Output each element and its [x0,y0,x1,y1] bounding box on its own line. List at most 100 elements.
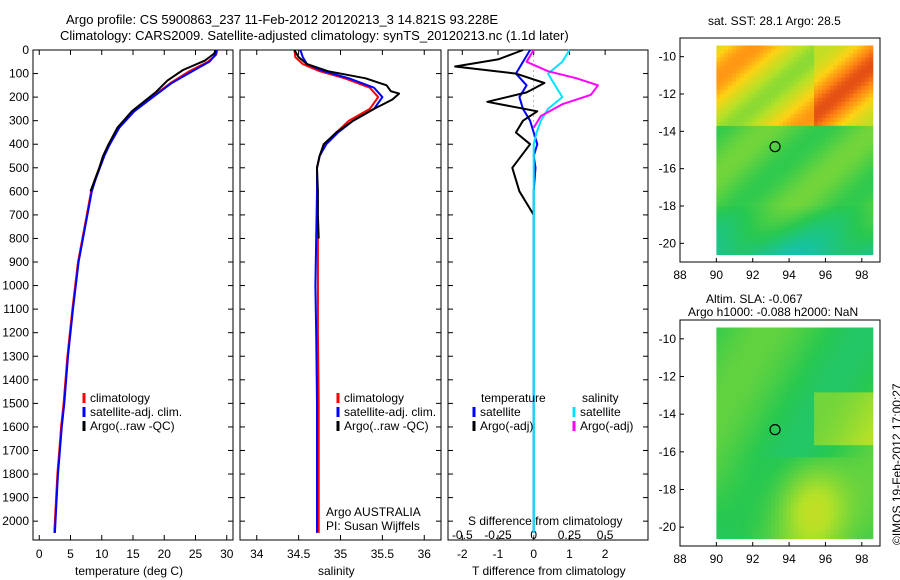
sla-cell [841,331,846,337]
sst-cell [864,129,870,135]
sla-cell [829,335,835,341]
sla-cell [739,437,745,442]
sst-cell [759,101,764,107]
sst-cell [837,121,842,127]
sst-cell [864,61,870,67]
sst-cell [794,101,799,107]
sst-cell [857,194,862,199]
sst-cell [751,206,756,211]
sla-cell [794,477,799,483]
sst-cell [837,226,842,231]
sla-cell [763,433,768,438]
sst-cell [735,61,741,67]
sst-cell [825,234,831,239]
sla-cell [810,355,815,361]
sla-cell [728,489,733,495]
sst-cell [759,105,764,111]
sla-cell [810,351,815,357]
sla-cell [845,514,850,519]
sla-cell [720,453,725,458]
sst-cell [759,154,764,159]
sla-cell [853,502,858,507]
sst-cell [724,69,729,75]
sst-cell [759,234,764,239]
sst-cell [837,242,842,248]
sla-cell [716,355,721,361]
sla-cell [868,522,874,527]
sla-cell [724,408,729,414]
sla-cell [857,372,862,377]
sla-cell [775,461,780,467]
sla-cell [759,461,764,467]
sla-cell [763,351,768,357]
sla-cell [853,493,858,499]
sst-cell [771,194,776,199]
sst-cell [778,61,784,67]
sla-cell [853,534,858,540]
sla-cell [739,416,745,422]
sst-cell [853,198,858,203]
sla-cell [720,388,725,394]
sla-cell [829,530,835,536]
sst-cell [853,45,858,51]
sst-cell [759,174,764,179]
sst-cell [790,85,796,91]
sla-lat-label: -16 [659,445,677,459]
sst-cell [771,69,776,75]
sla-cell [837,502,842,507]
sst-cell [716,85,721,91]
sst-cell [864,146,870,151]
sst-cell [720,117,725,123]
sst-cell [763,121,768,127]
sla-cell [833,327,839,333]
sla-cell [790,530,796,536]
sst-cell [818,162,823,167]
sst-cell [802,158,807,163]
sla-cell [853,469,858,475]
sla-cell [771,428,776,434]
sst-cell [821,85,827,91]
sla-cell [716,481,721,487]
sst-cell [829,109,835,115]
sst-cell [782,242,788,248]
sla-cell [825,372,831,377]
sla-cell [763,518,768,523]
sst-cell [751,65,756,71]
sla-cell [864,534,870,540]
sla-cell [841,437,846,442]
sst-cell [794,242,799,248]
sst-cell [767,101,772,107]
sst-cell [739,214,745,219]
sst-cell [829,194,835,199]
sst-map-frame [679,37,881,263]
sst-cell [794,97,799,103]
sla-cell [845,461,850,467]
sla-cell [739,364,745,369]
sst-cell [833,129,839,135]
sla-cell [829,445,835,450]
sla-cell [771,530,776,536]
sst-cell [767,77,772,83]
sla-cell [821,343,827,349]
sla-cell [739,355,745,361]
sst-cell [829,226,835,231]
sla-cell [716,489,721,495]
sst-cell [782,162,788,167]
sla-cell [790,510,796,515]
sst-cell [814,166,819,171]
sla-cell [794,416,799,422]
sla-cell [771,497,776,503]
sla-cell [735,461,741,467]
sla-cell [829,469,835,475]
sla-cell [868,404,874,410]
sst-cell [853,174,858,179]
sla-cell [763,331,768,337]
sla-cell [814,534,819,540]
sla-cell [728,343,733,349]
sla-cell [810,473,815,479]
sla-cell [868,380,874,385]
sla-cell [814,428,819,434]
sst-cell [747,137,753,143]
sla-cell [716,518,721,523]
sst-cell [732,182,737,187]
